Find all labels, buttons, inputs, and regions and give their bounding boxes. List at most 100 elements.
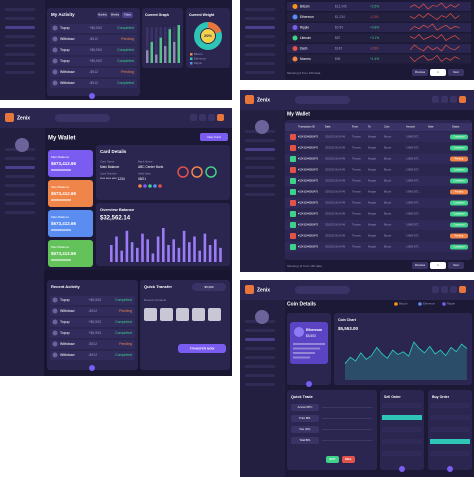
transaction-coin: Bitcoin — [384, 224, 392, 227]
header-icon[interactable] — [208, 114, 215, 121]
color-dot — [138, 184, 142, 188]
sidebar-item — [5, 71, 35, 74]
page-button[interactable] — [412, 262, 428, 269]
activity-row — [50, 296, 135, 305]
activity-row — [50, 79, 137, 88]
header-icon[interactable] — [190, 114, 197, 121]
header-icon[interactable] — [199, 114, 206, 121]
trade-field-line — [322, 418, 372, 419]
new-card-button[interactable] — [200, 133, 228, 141]
header-icon[interactable] — [432, 286, 439, 293]
sidebar-item — [5, 175, 35, 178]
transaction-icon — [290, 167, 296, 173]
coin-icon — [292, 4, 298, 9]
trade-field[interactable] — [291, 415, 319, 422]
page-button[interactable] — [448, 262, 464, 269]
header-icon[interactable] — [432, 96, 439, 103]
sidebar-item — [5, 26, 35, 29]
sidebar-item — [5, 44, 35, 47]
tab[interactable] — [97, 12, 108, 18]
graph-bar — [159, 37, 162, 63]
transaction-row — [285, 231, 472, 241]
trade-field[interactable] — [291, 426, 319, 433]
scroll-button[interactable] — [306, 381, 312, 387]
balance-bar — [208, 245, 212, 262]
transaction-from: Thomas — [352, 158, 361, 161]
sidebar-item — [245, 184, 275, 187]
card-amount: $673,412.66 — [51, 221, 77, 226]
coin-text-line — [293, 343, 325, 345]
transaction-to: Morgan — [368, 191, 377, 194]
column-header: Coin — [384, 125, 390, 129]
sidebar-item — [245, 338, 275, 341]
header-icon[interactable] — [441, 96, 448, 103]
buy-button[interactable] — [326, 456, 339, 463]
transaction-to: Morgan — [368, 147, 377, 150]
field-value: **** **** **** 1234 — [100, 177, 125, 181]
contact[interactable] — [208, 308, 221, 321]
trade-field[interactable] — [291, 404, 319, 411]
graph-bar — [164, 46, 167, 63]
transaction-icon — [290, 211, 296, 217]
balance-bar — [110, 245, 113, 262]
sidebar-item — [245, 53, 275, 56]
contact[interactable] — [192, 308, 205, 321]
activity-row — [50, 329, 135, 338]
search-bar[interactable] — [295, 286, 350, 294]
header-icon[interactable] — [450, 96, 457, 103]
contact[interactable] — [176, 308, 189, 321]
header-icon[interactable] — [441, 286, 448, 293]
scroll-button[interactable] — [399, 466, 405, 472]
transaction-date: 2/5/2020 06:24 AM — [325, 235, 345, 238]
activity-type: Withdraw — [60, 309, 75, 313]
transaction-row — [285, 242, 472, 252]
sparkline — [409, 13, 460, 20]
page-button[interactable] — [430, 69, 446, 76]
tab-label: Weekly — [111, 14, 120, 17]
activity-icon — [52, 36, 58, 42]
scroll-button[interactable] — [89, 365, 95, 371]
search-bar[interactable] — [55, 114, 110, 122]
transaction-status: Completed — [453, 169, 465, 172]
coin-name: Ethereum — [306, 328, 322, 332]
tab[interactable] — [122, 12, 133, 18]
sidebar-item — [245, 44, 275, 47]
balance-bar — [182, 230, 186, 262]
sidebar-item — [245, 166, 275, 169]
header-icon[interactable] — [217, 114, 224, 121]
scroll-button[interactable] — [89, 93, 95, 99]
contact[interactable] — [144, 308, 157, 321]
contact[interactable] — [160, 308, 173, 321]
status-pill — [450, 145, 468, 151]
transaction-amount: 0.9865 BTC — [406, 224, 419, 227]
trade-field[interactable] — [291, 437, 319, 444]
activity-amount: -$912 — [89, 81, 98, 85]
scroll-button[interactable] — [447, 466, 453, 472]
transaction-to: Morgan — [368, 235, 377, 238]
activity-icon — [52, 308, 58, 314]
tab[interactable] — [109, 12, 121, 18]
page-label: 1 — [437, 263, 439, 267]
coin-change: +3.1% — [370, 36, 379, 40]
activity-status: Completed — [117, 26, 134, 30]
field-label: Card Number — [100, 172, 117, 176]
sell-button[interactable] — [342, 456, 355, 463]
sidebar — [0, 0, 45, 100]
activity-type: Withdraw — [60, 342, 75, 346]
page-title: My Wallet — [287, 111, 310, 117]
sidebar-item — [245, 8, 275, 11]
transaction-row — [285, 165, 472, 175]
status-pill — [450, 222, 468, 228]
transfer-button[interactable] — [178, 344, 226, 353]
order-row — [430, 445, 470, 450]
page-button[interactable] — [412, 69, 428, 76]
order-row — [430, 421, 470, 426]
page-button[interactable] — [448, 69, 464, 76]
coin-icon — [292, 35, 298, 41]
header-icon[interactable] — [459, 96, 466, 103]
activity-icon — [52, 319, 58, 325]
search-bar[interactable] — [295, 96, 350, 104]
header-icon[interactable] — [459, 286, 466, 293]
page-button[interactable] — [430, 262, 446, 269]
header-icon[interactable] — [450, 286, 457, 293]
